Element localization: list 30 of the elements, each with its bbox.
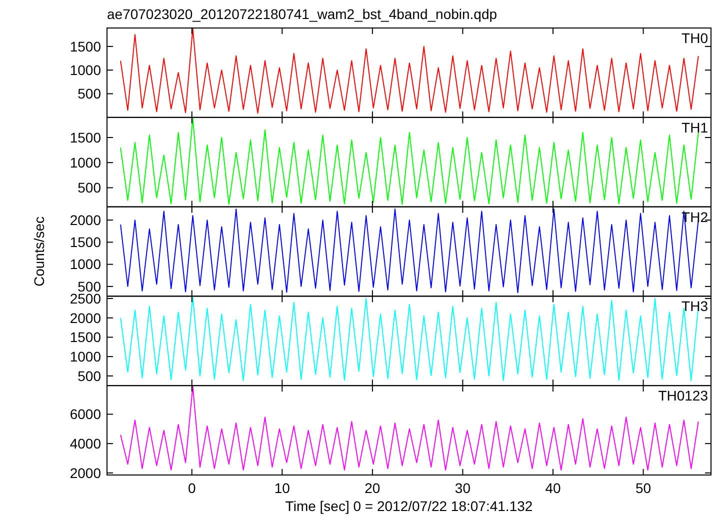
y-tick-label: 6000 [70,406,102,422]
y-axis-title: Counts/sec [31,216,47,287]
y-tick-label: 2000 [70,464,102,481]
y-tick-label: 2000 [70,310,102,326]
x-tick-label: 30 [454,480,471,496]
x-tick-label: 10 [274,480,290,496]
x-tick-label: 20 [364,480,380,496]
x-tick-label: 0 [188,480,196,496]
y-tick-label: 1500 [70,329,102,346]
y-tick-label: 1500 [70,234,102,250]
annotation: TH1 [682,119,708,136]
x-axis-title: Time [sec] 0 = 2012/07/22 18:07:41.132 [285,498,533,514]
y-tick-label: 1500 [70,38,102,54]
y-tick-label: 4000 [70,435,102,452]
y-tick-label: 500 [78,278,102,294]
x-tick-label: 40 [545,480,561,496]
y-tick-label: 1500 [70,129,102,146]
y-tick-label: 2000 [70,212,102,228]
y-tick-label: 1000 [70,348,102,364]
y-tick-label: 500 [78,86,102,102]
annotation: TH3 [682,298,708,314]
annotation: TH0 [682,30,708,46]
y-tick-label: 500 [78,368,102,384]
y-tick-label: 500 [78,180,102,196]
y-tick-label: 1000 [70,62,102,78]
y-tick-label: 1000 [70,154,102,170]
annotation: TH0123 [658,388,708,404]
chart-title: ae707023020_20120722180741_wam2_bst_4band_nobin.qdp [107,6,498,22]
x-tick-label: 50 [636,480,652,496]
y-tick-label: 1000 [70,256,102,272]
